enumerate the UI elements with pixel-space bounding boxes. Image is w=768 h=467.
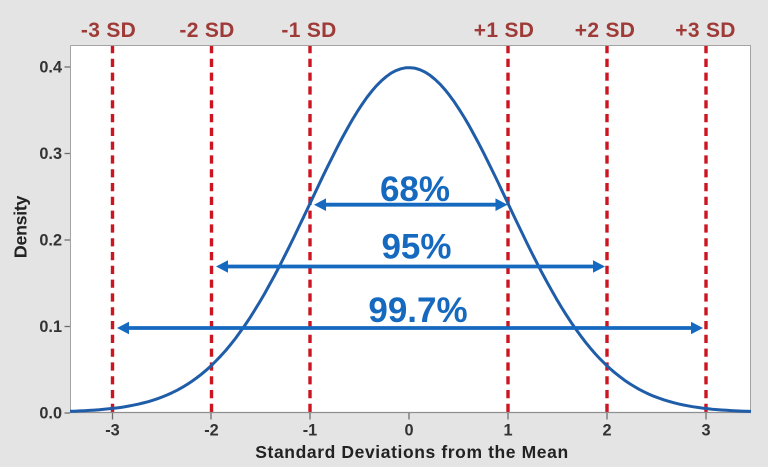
svg-text:3: 3 bbox=[701, 422, 710, 440]
svg-text:2: 2 bbox=[602, 422, 611, 440]
svg-text:0.0: 0.0 bbox=[39, 405, 62, 423]
svg-text:68%: 68% bbox=[380, 170, 450, 209]
svg-text:-1 SD: -1 SD bbox=[281, 19, 336, 42]
svg-text:0.3: 0.3 bbox=[39, 145, 62, 163]
svg-text:1: 1 bbox=[503, 422, 512, 440]
svg-text:0.1: 0.1 bbox=[39, 318, 62, 336]
svg-text:+1 SD: +1 SD bbox=[474, 19, 534, 42]
svg-text:-1: -1 bbox=[303, 422, 317, 440]
svg-text:95%: 95% bbox=[381, 228, 451, 267]
svg-text:-2: -2 bbox=[204, 422, 218, 440]
svg-text:+2 SD: +2 SD bbox=[575, 19, 635, 42]
svg-text:Density: Density bbox=[11, 196, 31, 259]
svg-text:-3 SD: -3 SD bbox=[81, 19, 136, 42]
svg-text:0.2: 0.2 bbox=[39, 232, 62, 250]
svg-text:99.7%: 99.7% bbox=[368, 291, 467, 330]
svg-text:-3: -3 bbox=[105, 422, 119, 440]
svg-text:-2 SD: -2 SD bbox=[179, 19, 234, 42]
svg-text:+3 SD: +3 SD bbox=[675, 19, 735, 42]
svg-text:Standard Deviations from the M: Standard Deviations from the Mean bbox=[255, 442, 568, 462]
svg-text:0: 0 bbox=[404, 422, 413, 440]
svg-text:0.4: 0.4 bbox=[39, 59, 62, 77]
